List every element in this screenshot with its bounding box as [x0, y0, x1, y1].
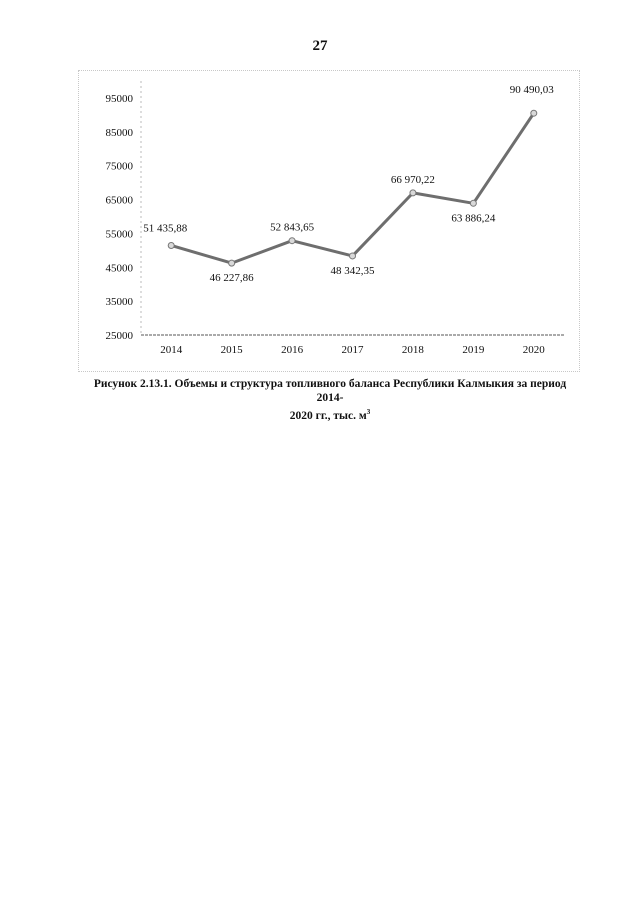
x-tick-label: 2017: [342, 344, 365, 356]
x-tick-label: 2019: [462, 344, 485, 356]
y-tick-label: 85000: [106, 127, 134, 139]
x-tick-label: 2020: [523, 344, 546, 356]
y-tick-label: 35000: [106, 296, 134, 308]
data-point: [530, 109, 538, 117]
y-tick-label: 95000: [106, 93, 134, 105]
y-tick-label: 45000: [106, 262, 134, 274]
figure-caption: Рисунок 2.13.1. Объемы и структура топли…: [80, 377, 580, 423]
y-tick-label: 25000: [106, 330, 134, 342]
caption-line-2: 2020 гг., тыс. м: [289, 409, 367, 422]
caption-line-1: Рисунок 2.13.1. Объемы и структура топли…: [93, 378, 567, 404]
page-number: 27: [312, 38, 328, 54]
data-point: [469, 199, 477, 207]
data-label: 66 970,22: [391, 174, 435, 186]
x-tick-label: 2014: [160, 344, 183, 356]
y-tick-label: 75000: [106, 161, 134, 173]
data-point: [349, 252, 356, 260]
data-label: 51 435,88: [143, 222, 188, 234]
chart-area: 25000 35000 45000 55000 65000 75000 85000 95000…: [78, 70, 580, 372]
data-point: [288, 237, 296, 245]
data-label: 52 843,65: [270, 222, 315, 234]
series-line: [170, 112, 536, 265]
data-label: 46 227,86: [210, 272, 255, 284]
x-tick-label: 2016: [281, 344, 304, 356]
data-point: [228, 259, 236, 267]
data-point: [409, 189, 417, 197]
data-label: 48 342,35: [331, 265, 376, 277]
x-tick-label: 2018: [402, 344, 425, 356]
caption-superscript: 3: [366, 408, 371, 416]
line-chart: 25000 35000 45000 55000 65000 75000 85000 95000…: [106, 81, 564, 356]
data-label: 90 490,03: [510, 84, 555, 96]
data-label: 63 886,24: [451, 212, 496, 224]
data-point: [167, 241, 175, 249]
y-tick-label: 65000: [106, 195, 134, 207]
y-tick-label: 55000: [106, 228, 134, 240]
x-tick-label: 2015: [221, 344, 244, 356]
